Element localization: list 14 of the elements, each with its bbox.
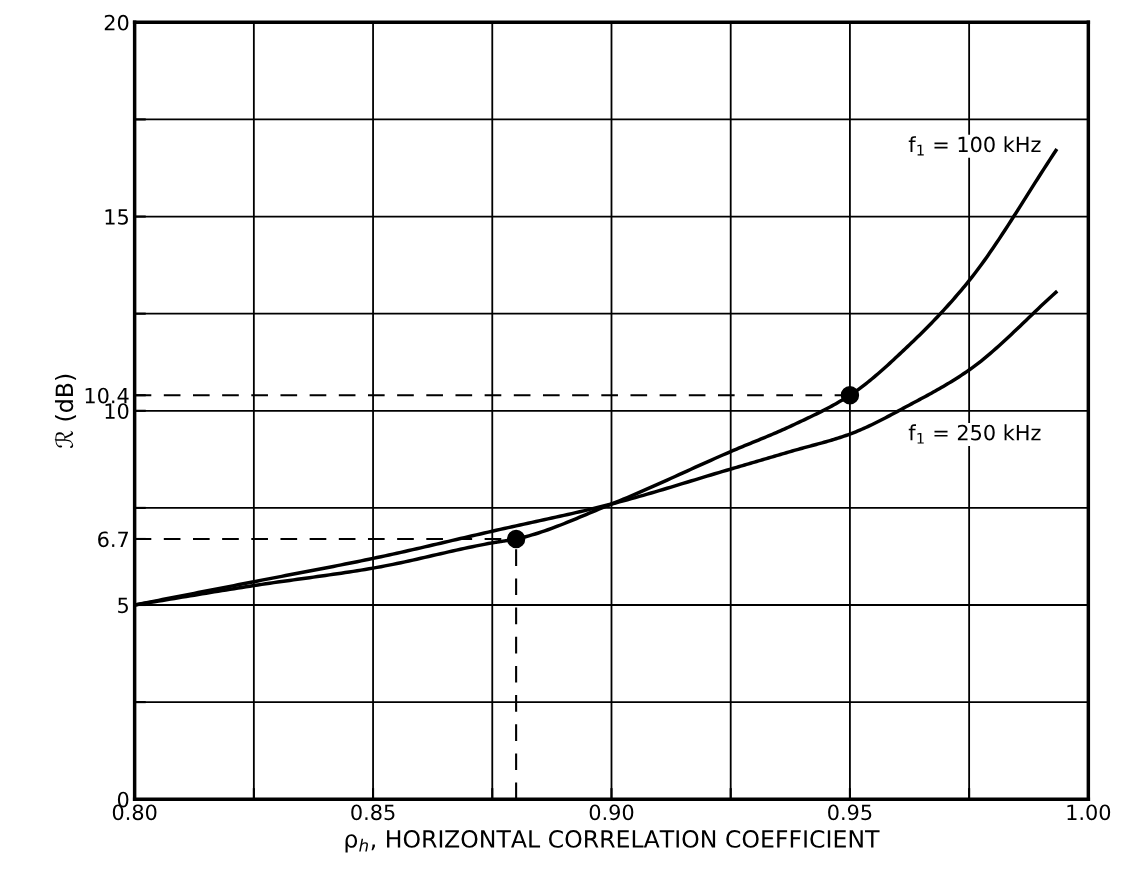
x-tick-label: 0.95 (828, 804, 872, 821)
x-tick-label: 1.00 (1067, 804, 1111, 821)
y-axis-title: ℛ (dB) (54, 374, 77, 448)
x-axis-title: ρ$_{h}$, HORIZONTAL CORRELATION COEFFICIENT (345, 830, 880, 853)
y-tick-label: 5 (118, 597, 128, 614)
x-tick-label: 0.85 (351, 804, 395, 821)
y-tick-label: 10 (105, 403, 129, 419)
y-tick-label: 20 (104, 14, 129, 31)
y-tick-label: 6.7 (98, 531, 128, 548)
x-tick-label: 0.90 (589, 804, 634, 821)
y-tick-label: 10.4 (85, 387, 129, 404)
series-label: f$_{1}$ = 100 kHz (908, 136, 1041, 156)
y-tick-label: 15 (105, 209, 128, 225)
series-label: f$_{1}$ = 250 kHz (908, 424, 1041, 444)
